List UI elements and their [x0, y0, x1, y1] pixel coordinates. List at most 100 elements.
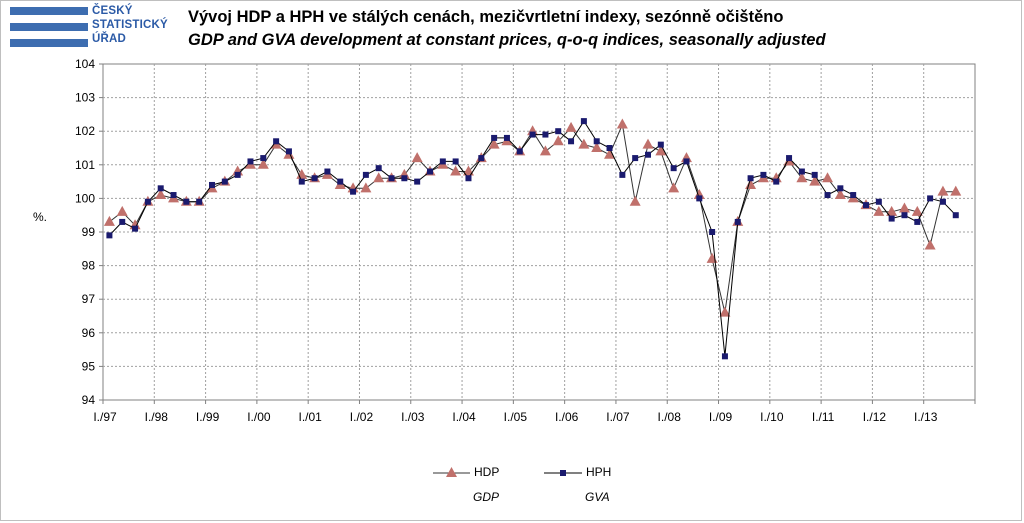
data-point-hdp [873, 205, 885, 216]
legend-hdp-label: HDP [474, 465, 500, 479]
y-tick-label: 94 [82, 393, 96, 407]
data-point-hdp [898, 202, 910, 213]
data-point-hph [388, 175, 395, 182]
data-point-hph [568, 138, 575, 145]
y-tick-label: 95 [82, 359, 96, 373]
data-point-hph [914, 218, 921, 225]
data-point-hph [786, 155, 793, 162]
data-point-hph [632, 155, 639, 162]
data-point-hph [144, 198, 151, 205]
data-point-hph [760, 171, 767, 178]
data-point-hph [863, 202, 869, 209]
data-point-hph [709, 229, 716, 235]
data-point-hdp [886, 205, 898, 216]
data-point-hdp [539, 145, 551, 156]
data-point-hdp [296, 168, 308, 179]
data-point-hdp [629, 195, 641, 206]
data-point-hdp [937, 185, 949, 196]
data-point-hph [798, 168, 805, 175]
x-tick-label: I./02 [350, 410, 374, 424]
data-point-hdp [257, 158, 269, 169]
data-point-hph [747, 175, 754, 182]
data-point-hph [516, 148, 523, 155]
data-point-hph [645, 151, 651, 158]
data-point-hph [234, 171, 241, 178]
data-point-hph [170, 192, 177, 199]
data-point-hph [619, 171, 626, 178]
x-tick-label: I./05 [504, 410, 528, 424]
x-tick-label: I./13 [914, 410, 938, 424]
data-point-hph [427, 168, 433, 175]
data-point-hph [606, 145, 613, 151]
y-tick-label: 100 [75, 191, 95, 205]
data-point-hph [439, 158, 446, 165]
data-point-hph [362, 171, 369, 178]
data-point-hdp [373, 172, 385, 183]
x-tick-label: I./00 [247, 410, 271, 424]
logo-text-line-1: ČESKÝ [92, 5, 133, 17]
legend-hdp-marker [446, 467, 457, 477]
data-point-hdp [642, 138, 654, 149]
logo-text-line-2: STATISTICKÝ [92, 19, 168, 31]
data-point-hdp [360, 182, 372, 193]
data-point-hph [657, 141, 664, 148]
data-point-hdp [616, 118, 628, 129]
data-point-hph [927, 195, 934, 202]
y-tick-label: 104 [75, 57, 95, 71]
data-point-hph [221, 178, 228, 185]
y-tick-label: 101 [75, 158, 95, 172]
y-axis-label: %. [33, 210, 48, 224]
x-tick-label: I./04 [452, 410, 476, 424]
data-point-hph [209, 181, 215, 188]
x-tick-label: I./98 [145, 410, 169, 424]
x-tick-label: I./01 [298, 410, 322, 424]
data-point-hdp [668, 182, 680, 193]
data-point-hdp [834, 189, 846, 200]
x-tick-label: I./97 [93, 410, 117, 424]
data-point-hph [529, 131, 536, 138]
data-point-hph [555, 128, 562, 135]
x-tick-label: I./06 [555, 410, 579, 424]
legend-hph-marker [560, 470, 566, 476]
data-point-hph [491, 134, 498, 141]
data-point-hph [132, 225, 139, 232]
logo-bar [10, 39, 88, 47]
data-point-hph [311, 175, 318, 182]
chart-title-cz: Vývoj HDP a HPH ve stálých cenách, mezič… [188, 8, 784, 26]
y-tick-label: 99 [82, 225, 96, 239]
x-tick-label: I./09 [709, 410, 733, 424]
data-point-hph [298, 178, 305, 185]
czso-logo: ČESKÝ STATISTICKÝ ÚŘAD [10, 5, 168, 57]
x-tick-label: I./12 [863, 410, 887, 424]
x-tick-label: I./08 [658, 410, 682, 424]
x-tick-label: I./99 [196, 410, 220, 424]
data-point-hph [478, 155, 485, 162]
x-tick-label: I./07 [606, 410, 630, 424]
data-point-hph [503, 134, 510, 141]
data-point-hph [939, 198, 946, 205]
data-point-hdp [911, 205, 923, 216]
y-tick-label: 102 [75, 124, 95, 138]
data-point-hph [285, 148, 292, 155]
legend-hph-sub: GVA [585, 490, 610, 504]
data-point-hdp [604, 148, 616, 159]
data-point-hph [350, 188, 357, 195]
data-point-hdp [809, 175, 821, 186]
logo-bar [10, 7, 88, 15]
data-point-hph [773, 178, 780, 185]
data-point-hph [157, 185, 164, 192]
y-tick-label: 98 [82, 259, 96, 273]
data-point-hdp [950, 185, 962, 196]
data-point-hdp [796, 172, 808, 183]
data-point-hdp [552, 135, 564, 146]
y-tick-label: 96 [82, 326, 96, 340]
data-point-hph [580, 118, 587, 125]
legend-hdp-sub: GDP [473, 490, 500, 504]
data-point-hph [260, 155, 267, 162]
data-point-hph [683, 158, 690, 165]
data-point-hph [465, 175, 472, 182]
data-point-hph [696, 195, 703, 202]
data-point-hdp [655, 145, 667, 156]
